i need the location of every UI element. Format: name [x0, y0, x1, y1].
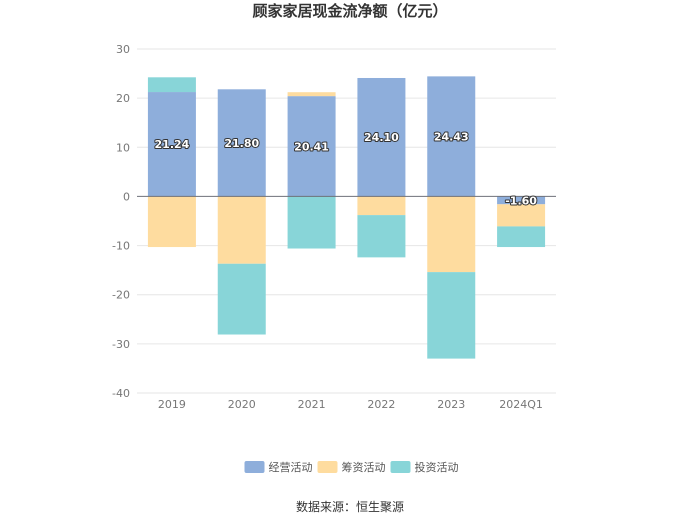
legend-item[interactable]: 经营活动: [244, 460, 313, 474]
data-label: 20.41: [294, 140, 329, 153]
y-tick-label: 10: [116, 141, 130, 154]
x-tick-label: 2020: [228, 398, 256, 411]
gridlines: [137, 48, 556, 394]
bar-segment[interactable]: [497, 204, 546, 227]
x-tick-label: 2019: [158, 398, 186, 411]
legend-label: 投资活动: [415, 460, 459, 474]
chart-title: 顾家家居现金流净额（亿元）: [252, 2, 447, 20]
data-label: -1.60: [505, 194, 537, 207]
y-tick-label: -20: [112, 289, 130, 302]
legend[interactable]: 经营活动 筹资活动 投资活动: [244, 460, 459, 474]
bar-segment[interactable]: [147, 92, 196, 197]
x-tick-label: 2024Q1: [499, 398, 543, 411]
x-tick-label: 2021: [298, 398, 326, 411]
x-tick-label: 2023: [437, 398, 465, 411]
y-axis-ticks: 30 20 10 0 -10 -20 -30 -40: [112, 43, 130, 400]
x-tick-label: 2022: [367, 398, 395, 411]
bar-segment[interactable]: [217, 89, 266, 197]
bar-segment[interactable]: [357, 77, 406, 197]
bar-segment[interactable]: [217, 263, 266, 335]
y-tick-label: 20: [116, 92, 130, 105]
bar-segment[interactable]: [217, 196, 266, 264]
bar-segment[interactable]: [427, 272, 476, 359]
bar-segment[interactable]: [497, 196, 546, 205]
data-label: 21.80: [224, 137, 259, 150]
data-label: 24.43: [434, 130, 469, 143]
bar-segment[interactable]: [287, 96, 336, 197]
y-tick-label: 30: [116, 43, 130, 56]
bar-segment[interactable]: [287, 196, 336, 249]
bar-segment[interactable]: [357, 215, 406, 258]
y-tick-label: -30: [112, 338, 130, 351]
legend-label: 经营活动: [269, 460, 313, 474]
x-axis-ticks: 2019 2020 2021 2022 2023 2024Q1: [158, 398, 543, 411]
bar-segment[interactable]: [357, 196, 406, 216]
legend-swatch: [317, 461, 338, 473]
source-note: 数据来源：恒生聚源: [296, 499, 404, 514]
legend-item[interactable]: 投资活动: [390, 460, 459, 474]
legend-swatch: [390, 461, 411, 473]
y-tick-label: -40: [112, 387, 130, 400]
data-label: 24.10: [364, 131, 399, 144]
bar-segment[interactable]: [147, 77, 196, 93]
bar-segment[interactable]: [287, 92, 336, 97]
bar-segment[interactable]: [147, 196, 196, 248]
legend-swatch: [244, 461, 265, 473]
data-labels: 21.24 21.80 20.41 24.10 24.43 -1.60: [154, 129, 539, 208]
bar-segment[interactable]: [427, 76, 476, 197]
bar-segment[interactable]: [497, 226, 546, 248]
legend-label: 筹资活动: [342, 460, 386, 474]
data-label: 21.24: [155, 138, 190, 151]
y-tick-label: 0: [123, 190, 130, 203]
bar-segment[interactable]: [427, 196, 476, 273]
bars: [147, 76, 546, 359]
y-tick-label: -10: [112, 240, 130, 253]
legend-item[interactable]: 筹资活动: [317, 460, 386, 474]
